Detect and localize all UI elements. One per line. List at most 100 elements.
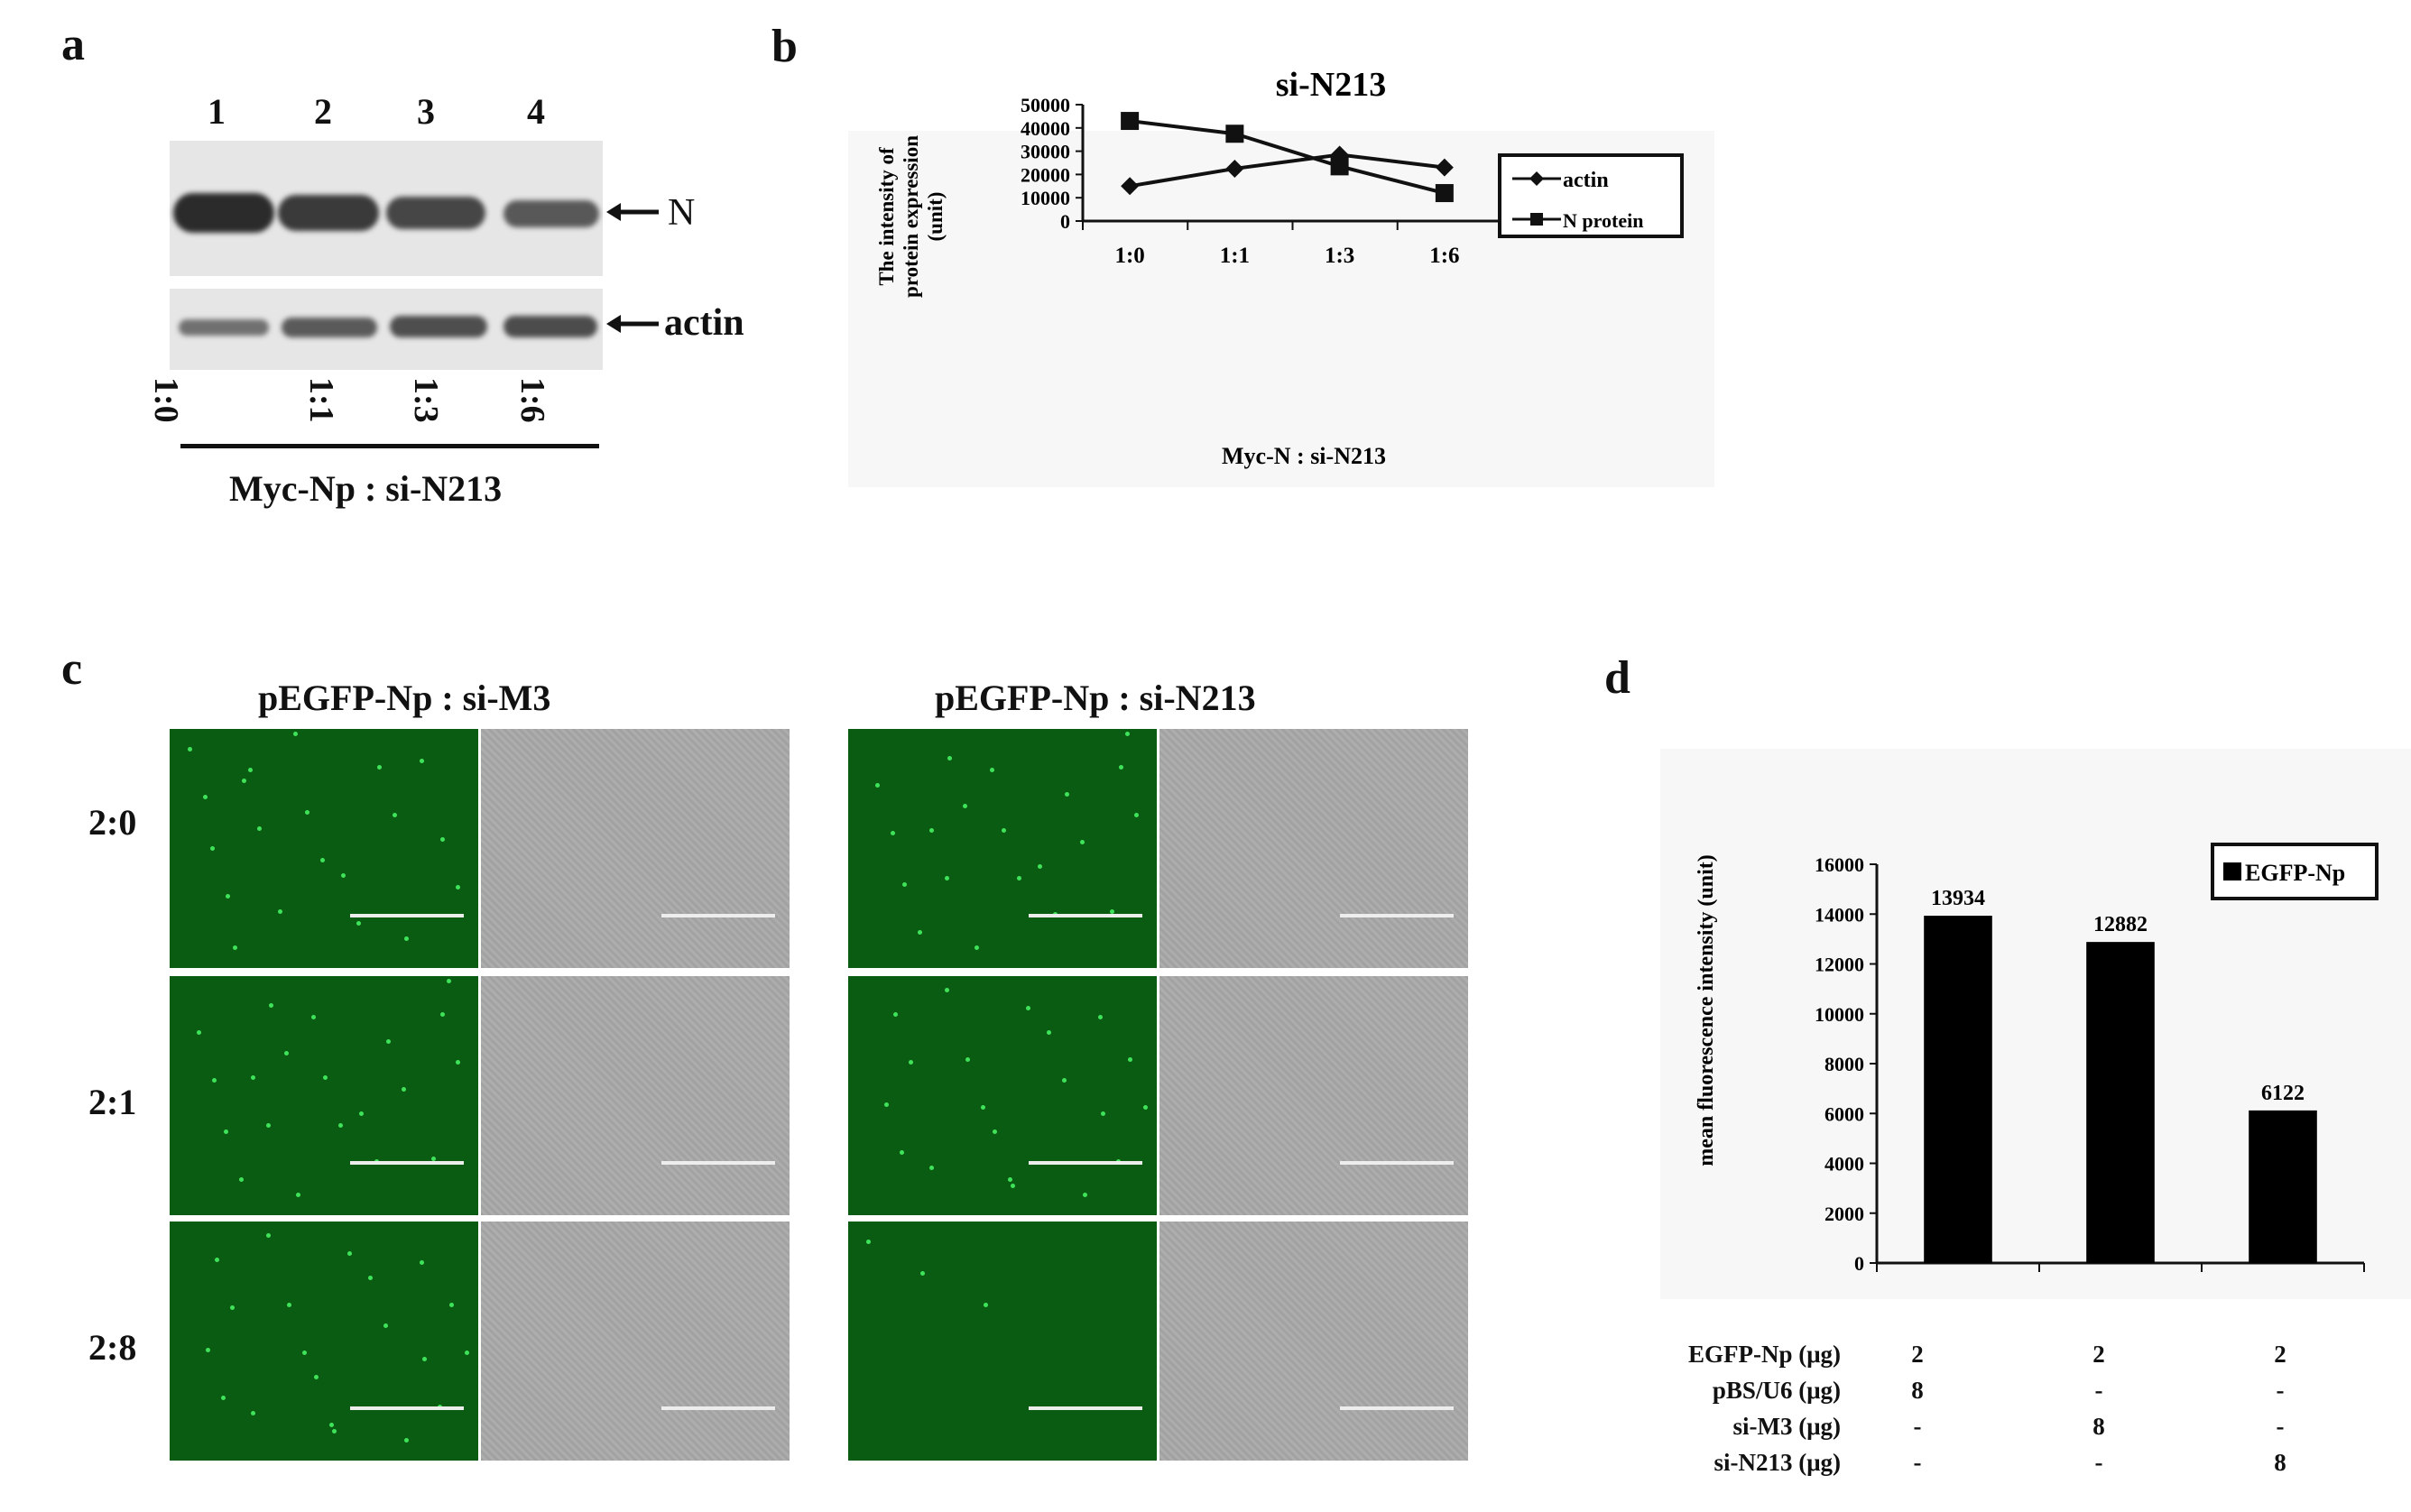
fluorescent-cell [278, 909, 282, 914]
blot-caption: Myc-Np : si-N213 [229, 468, 503, 509]
fluorescent-cell [990, 768, 994, 772]
fluorescent-cell [404, 936, 409, 941]
y-tick-label: 40000 [1021, 117, 1070, 140]
table-row-label: si-M3 (μg) [1732, 1413, 1841, 1440]
table-cell: 2 [2274, 1341, 2286, 1368]
table-row-label: si-N213 (μg) [1714, 1449, 1841, 1476]
table-cell: - [2094, 1377, 2103, 1404]
point-n-protein [1435, 184, 1454, 203]
fluorescent-cell [305, 810, 309, 815]
band-label-n: N [668, 192, 696, 234]
fluorescent-cell [891, 831, 895, 835]
fluorescent-cell [314, 1375, 319, 1379]
row-label: 2:8 [88, 1327, 137, 1368]
fluorescence-image [170, 976, 478, 1215]
row-label: 2:1 [88, 1082, 137, 1122]
legend-marker-actin [1529, 171, 1544, 186]
fluorescent-cell [226, 894, 230, 899]
fluorescent-cell [422, 1357, 427, 1361]
fluorescent-cell [893, 1012, 898, 1017]
ratio-label: 1:6 [513, 377, 551, 423]
brightfield-image [1159, 729, 1468, 968]
band-label-actin: actin [664, 302, 744, 344]
fluorescent-cell [269, 1003, 273, 1008]
panel-label-a: a [61, 19, 85, 70]
fluorescent-cell [332, 1429, 337, 1434]
fluorescent-cell [984, 1303, 988, 1307]
fluorescent-cell [909, 1060, 913, 1065]
fluorescence-image [848, 976, 1157, 1215]
brightfield-image [1159, 976, 1468, 1215]
fluorescent-cell [965, 1057, 970, 1062]
fluorescent-cell [356, 921, 361, 926]
fluorescent-cell [323, 1075, 328, 1080]
y-tick-label: 2000 [1824, 1203, 1864, 1225]
fluorescent-cell [383, 1323, 388, 1328]
point-n-protein [1225, 124, 1244, 143]
point-actin [1435, 158, 1454, 177]
y-tick-label: 10000 [1815, 1003, 1864, 1026]
fluorescent-cell [1017, 876, 1021, 880]
fluorescent-cell [1002, 828, 1006, 833]
point-n-protein [1330, 157, 1349, 176]
point-actin [1121, 177, 1140, 196]
fluorescent-cell [920, 1271, 925, 1276]
panel-c-right-title: pEGFP-Np : si-N213 [935, 678, 1256, 718]
brightfield-image [481, 976, 790, 1215]
ratio-label: 1:3 [407, 377, 445, 423]
y-tick-label: 12000 [1815, 954, 1864, 976]
fluorescent-cell [1038, 864, 1042, 869]
fluorescent-cell [1143, 1105, 1148, 1110]
table-cell: - [1913, 1449, 1922, 1476]
table-cell: 8 [2274, 1449, 2286, 1476]
scale-bar [661, 914, 775, 917]
n-band-blot [170, 141, 603, 276]
arrow-left-icon [606, 203, 659, 221]
scale-bar [661, 1406, 775, 1410]
fluorescent-cell [266, 1123, 271, 1128]
point-n-protein [1121, 112, 1140, 131]
lane-number: 1 [208, 91, 226, 132]
fluorescent-cell [284, 1051, 289, 1056]
y-tick-label: 16000 [1815, 853, 1864, 876]
lane-number: 3 [417, 91, 435, 132]
table-cell: - [2276, 1377, 2285, 1404]
fluorescent-cell [386, 1039, 391, 1044]
fluorescent-cell [347, 1251, 352, 1256]
fluorescent-cell [447, 979, 451, 983]
chart-legend: EGFP-Np [2211, 843, 2379, 900]
fluorescent-cell [368, 1276, 373, 1280]
table-cell: - [1913, 1413, 1922, 1440]
y-tick-label: 10000 [1021, 187, 1070, 209]
fluorescent-cell [338, 1123, 343, 1128]
x-tick-label: 1:6 [1429, 244, 1459, 268]
lane-number: 4 [527, 91, 545, 132]
fluorescent-cell [230, 1305, 235, 1310]
table-cell: - [2094, 1449, 2103, 1476]
bar-data-label: 6122 [2261, 1082, 2305, 1105]
fluorescent-cell [296, 1193, 300, 1197]
fluorescent-cell [1125, 732, 1130, 736]
panel-c-left-title: pEGFP-Np : si-M3 [258, 678, 551, 718]
y-tick-label: 0 [1854, 1252, 1864, 1275]
fluorescent-cell [221, 1396, 226, 1400]
fluorescent-cell [203, 795, 208, 799]
brightfield-image [481, 729, 790, 968]
fluorescent-cell [456, 885, 460, 890]
bar-egfp-np [2086, 942, 2155, 1263]
table-cell: 2 [1911, 1341, 1924, 1368]
fluorescent-cell [900, 1150, 904, 1155]
chart-title: si-N213 [1276, 66, 1386, 104]
fluorescent-cell [212, 1078, 217, 1083]
y-axis-label-line2: protein expression [900, 135, 922, 298]
table-cell: 2 [2092, 1341, 2105, 1368]
scale-bar [350, 1161, 464, 1165]
fluorescent-cell [302, 1351, 307, 1355]
fluorescent-cell [293, 732, 298, 736]
lane-number: 2 [314, 91, 332, 132]
legend-swatch-egfp-np [2223, 862, 2241, 880]
panel-label-c: c [61, 643, 83, 695]
fluorescent-cell [1083, 1193, 1087, 1197]
actin-band-blot [170, 289, 603, 370]
